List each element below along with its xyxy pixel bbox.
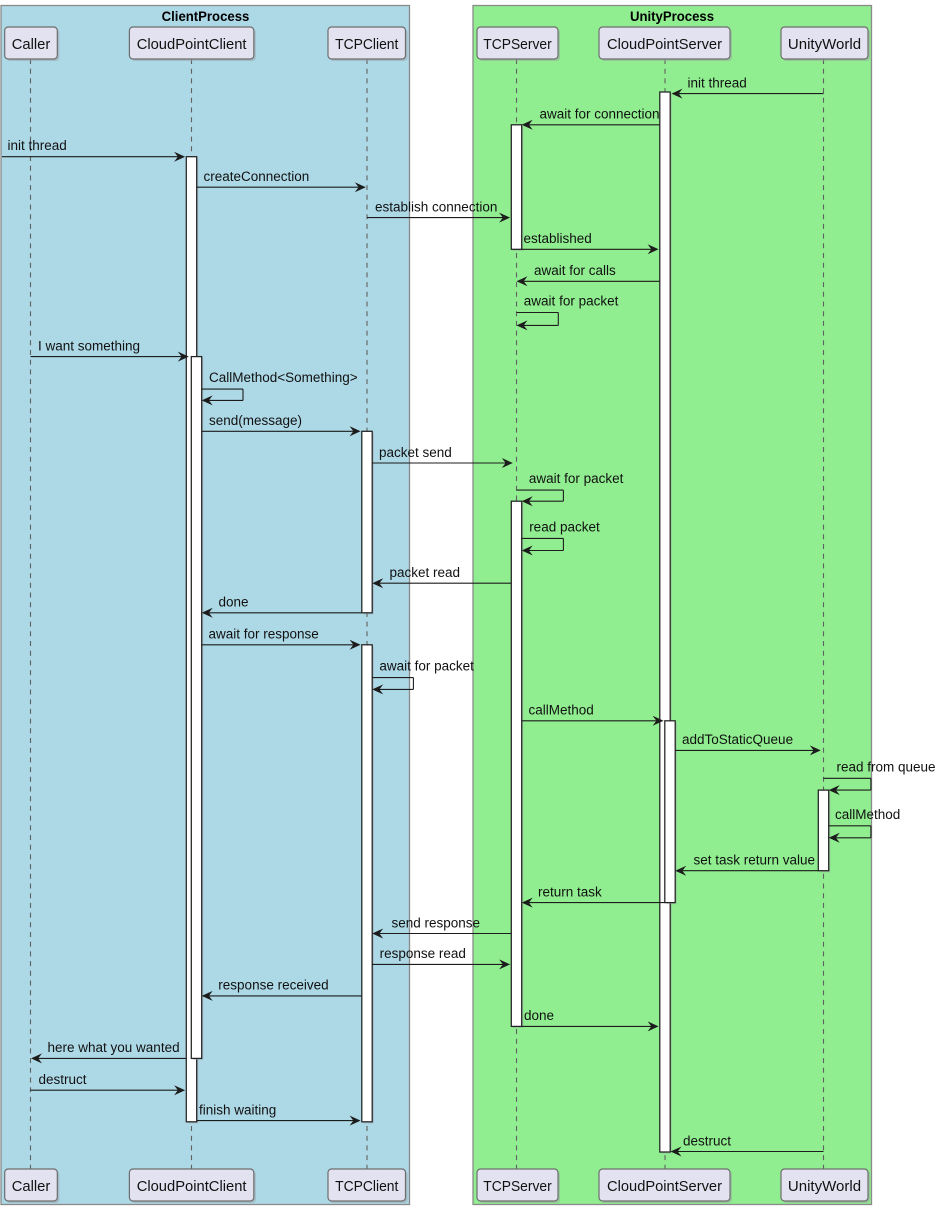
- svg-text:I want something: I want something: [38, 338, 140, 353]
- svg-text:here what you wanted: here what you wanted: [48, 1040, 180, 1055]
- svg-text:CloudPointClient: CloudPointClient: [137, 36, 248, 53]
- svg-text:read packet: read packet: [529, 519, 600, 534]
- svg-text:createConnection: createConnection: [204, 169, 310, 184]
- svg-text:established: established: [524, 231, 592, 246]
- svg-text:Caller: Caller: [12, 36, 51, 53]
- svg-text:await for packet: await for packet: [524, 294, 619, 309]
- svg-text:CloudPointServer: CloudPointServer: [607, 36, 722, 53]
- svg-text:await for packet: await for packet: [379, 659, 474, 674]
- svg-text:done: done: [524, 1008, 554, 1023]
- svg-text:destruct: destruct: [39, 1072, 87, 1087]
- svg-text:callMethod: callMethod: [529, 703, 594, 718]
- svg-text:CallMethod<Something>: CallMethod<Something>: [209, 370, 358, 385]
- svg-text:UnityProcess: UnityProcess: [630, 9, 714, 24]
- svg-text:await for connection: await for connection: [540, 107, 660, 122]
- svg-text:UnityWorld: UnityWorld: [788, 1178, 861, 1195]
- svg-text:packet send: packet send: [379, 445, 452, 460]
- svg-text:callMethod: callMethod: [835, 807, 900, 822]
- svg-text:CloudPointClient: CloudPointClient: [137, 1178, 248, 1195]
- svg-text:destruct: destruct: [683, 1133, 731, 1148]
- svg-text:await for calls: await for calls: [534, 263, 616, 278]
- svg-text:await for response: await for response: [209, 627, 319, 642]
- svg-text:done: done: [219, 595, 249, 610]
- svg-text:await for packet: await for packet: [529, 471, 624, 486]
- svg-text:ClientProcess: ClientProcess: [162, 9, 250, 24]
- svg-text:init thread: init thread: [688, 75, 747, 90]
- svg-text:UnityWorld: UnityWorld: [788, 36, 861, 53]
- svg-text:CloudPointServer: CloudPointServer: [607, 1178, 722, 1195]
- svg-text:send response: send response: [392, 915, 481, 930]
- svg-text:establish connection: establish connection: [375, 199, 497, 214]
- svg-text:TCPServer: TCPServer: [483, 36, 551, 53]
- svg-text:finish waiting: finish waiting: [199, 1102, 276, 1117]
- svg-text:read from queue: read from queue: [837, 759, 936, 774]
- svg-text:return task: return task: [538, 884, 602, 899]
- svg-text:response received: response received: [218, 978, 328, 993]
- svg-text:addToStaticQueue: addToStaticQueue: [682, 732, 793, 747]
- svg-text:TCPServer: TCPServer: [483, 1178, 551, 1195]
- svg-text:Caller: Caller: [12, 1178, 51, 1195]
- svg-text:TCPClient: TCPClient: [335, 1178, 399, 1195]
- svg-text:send(message): send(message): [209, 413, 302, 428]
- svg-text:init thread: init thread: [8, 138, 67, 153]
- svg-text:set task return value: set task return value: [694, 853, 816, 868]
- svg-text:TCPClient: TCPClient: [335, 36, 399, 53]
- svg-text:packet read: packet read: [390, 565, 461, 580]
- svg-text:response read: response read: [380, 946, 466, 961]
